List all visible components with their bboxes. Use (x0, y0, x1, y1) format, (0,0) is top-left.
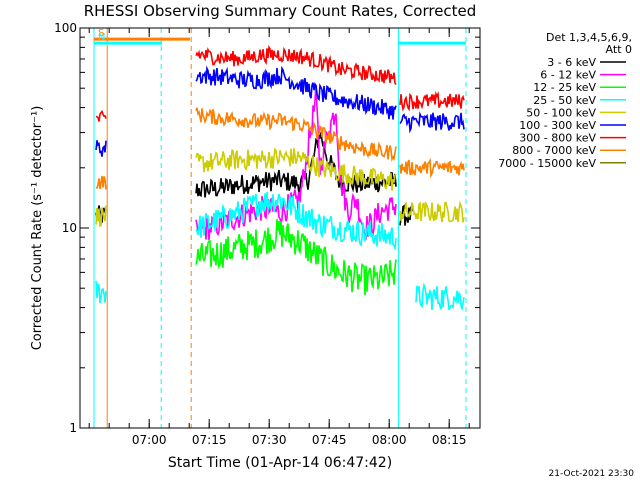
series-line (195, 65, 397, 120)
legend-label: 300 - 800 keV (519, 132, 596, 145)
x-tick-label: 08:15 (432, 433, 467, 447)
y-tick-label: 100 (54, 21, 77, 35)
series-trace (95, 147, 465, 228)
detector-label-line: Att 0 (606, 43, 632, 56)
legend-label: 800 - 7000 keV (512, 144, 596, 157)
legend-label: 12 - 25 keV (533, 81, 596, 94)
flag-label: N (98, 32, 105, 43)
y-tick-label: 10 (62, 221, 77, 235)
series-trace (95, 191, 465, 312)
flag-label: S (98, 28, 104, 39)
series-trace (95, 107, 465, 190)
series-line (399, 90, 465, 112)
series-trace (95, 44, 465, 122)
footer-date: 21-Oct-2021 23:30 (549, 469, 635, 479)
legend-label: 50 - 100 keV (526, 106, 596, 119)
x-tick-label: 08:00 (372, 433, 407, 447)
legend-label: 25 - 50 keV (533, 94, 596, 107)
series-line (399, 111, 465, 134)
series-line (195, 132, 397, 198)
series-trace (95, 65, 465, 157)
legend-label: 3 - 6 keV (547, 56, 596, 69)
x-tick-label: 07:45 (312, 433, 347, 447)
series-line (195, 218, 397, 296)
series-line (195, 191, 397, 250)
x-axis-label: Start Time (01-Apr-14 06:47:42) (168, 455, 392, 471)
series-line (195, 107, 397, 163)
series-line (195, 147, 397, 191)
series-line (415, 282, 465, 312)
series-line (95, 280, 107, 304)
series-trace (195, 218, 397, 296)
x-tick-label: 07:00 (132, 433, 167, 447)
detector-label-line: Det 1,3,4,5,6,9, (546, 31, 632, 44)
chart-title: RHESSI Observing Summary Count Rates, Co… (84, 2, 477, 20)
series-line (399, 200, 465, 223)
series-line (95, 175, 107, 190)
series-line (195, 44, 397, 85)
legend-label: 6 - 12 keV (540, 69, 596, 82)
series-line (95, 205, 107, 228)
x-tick-label: 07:30 (252, 433, 287, 447)
axes: 1 10 100 07:00 07:15 07:30 07:45 08:00 08:15 (54, 21, 481, 447)
x-tick-label: 07:15 (192, 433, 227, 447)
series-line (95, 109, 107, 122)
plot-area: SN (93, 28, 467, 428)
y-tick-label: 1 (69, 421, 77, 435)
y-axis-label: Corrected Count Rate (s⁻¹ detector⁻¹) (30, 106, 45, 351)
detector-label: Det 1,3,4,5,6,9, Att 0 (546, 31, 632, 56)
series-line (95, 140, 107, 157)
series-line (399, 157, 465, 179)
legend-label: 100 - 300 keV (519, 119, 596, 132)
legend-label: 7000 - 15000 keV (498, 157, 596, 170)
